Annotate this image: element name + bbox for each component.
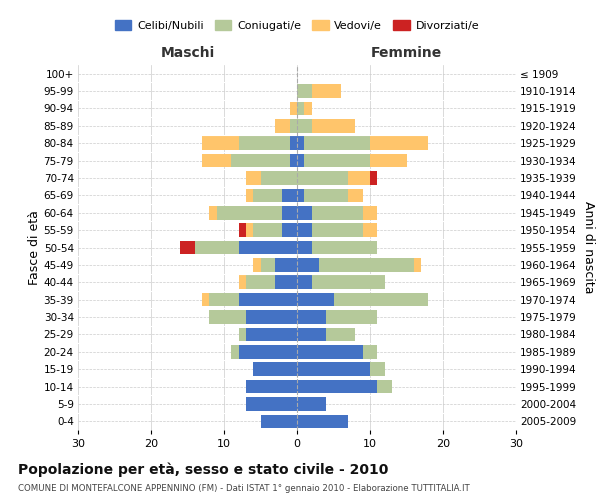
Bar <box>297 362 370 376</box>
Bar <box>209 206 217 220</box>
Bar <box>283 224 297 237</box>
Bar <box>275 258 297 272</box>
Bar <box>311 276 385 289</box>
Bar <box>304 188 348 202</box>
Bar <box>370 362 385 376</box>
Bar <box>253 258 260 272</box>
Bar <box>239 276 246 289</box>
Bar <box>311 240 377 254</box>
Bar <box>239 136 290 150</box>
Bar <box>275 119 290 132</box>
Bar <box>253 224 283 237</box>
Bar <box>232 154 290 168</box>
Bar <box>253 188 283 202</box>
Bar <box>297 276 311 289</box>
Text: Popolazione per età, sesso e stato civile - 2010: Popolazione per età, sesso e stato civil… <box>18 462 388 477</box>
Bar <box>297 310 326 324</box>
Bar <box>239 240 297 254</box>
Bar <box>297 102 304 115</box>
Bar <box>239 293 297 306</box>
Bar <box>304 136 370 150</box>
Bar <box>297 258 319 272</box>
Bar <box>311 224 363 237</box>
Bar <box>297 188 304 202</box>
Bar <box>297 414 348 428</box>
Bar <box>297 136 304 150</box>
Bar <box>217 206 283 220</box>
Bar <box>283 188 297 202</box>
Legend: Celibi/Nubili, Coniugati/e, Vedovi/e, Divorziati/e: Celibi/Nubili, Coniugati/e, Vedovi/e, Di… <box>110 16 484 36</box>
Bar <box>202 136 239 150</box>
Bar <box>297 119 311 132</box>
Bar <box>202 293 209 306</box>
Bar <box>297 293 334 306</box>
Bar <box>290 119 297 132</box>
Bar <box>246 188 253 202</box>
Bar <box>290 154 297 168</box>
Bar <box>260 258 275 272</box>
Bar <box>246 224 253 237</box>
Text: Maschi: Maschi <box>160 46 215 60</box>
Bar <box>246 171 260 185</box>
Bar <box>311 84 341 98</box>
Bar <box>239 328 246 341</box>
Bar <box>253 362 297 376</box>
Bar <box>326 310 377 324</box>
Bar <box>246 328 297 341</box>
Bar <box>297 171 348 185</box>
Bar <box>311 206 363 220</box>
Bar <box>290 102 297 115</box>
Bar <box>209 293 239 306</box>
Bar <box>297 84 311 98</box>
Bar <box>370 171 377 185</box>
Y-axis label: Fasce di età: Fasce di età <box>28 210 41 285</box>
Bar <box>246 380 297 394</box>
Y-axis label: Anni di nascita: Anni di nascita <box>583 201 595 294</box>
Bar <box>297 328 326 341</box>
Bar <box>362 345 377 358</box>
Bar <box>260 414 297 428</box>
Bar <box>297 397 326 410</box>
Bar <box>297 154 304 168</box>
Bar <box>370 154 407 168</box>
Bar <box>297 206 311 220</box>
Bar <box>362 206 377 220</box>
Bar <box>275 276 297 289</box>
Bar <box>209 310 246 324</box>
Bar <box>414 258 421 272</box>
Bar <box>297 345 362 358</box>
Bar <box>195 240 239 254</box>
Text: COMUNE DI MONTEFALCONE APPENNINO (FM) - Dati ISTAT 1° gennaio 2010 - Elaborazion: COMUNE DI MONTEFALCONE APPENNINO (FM) - … <box>18 484 470 493</box>
Bar <box>239 224 246 237</box>
Bar <box>290 136 297 150</box>
Bar <box>348 188 363 202</box>
Text: Femmine: Femmine <box>371 46 442 60</box>
Bar <box>311 119 355 132</box>
Bar <box>377 380 392 394</box>
Bar <box>304 102 311 115</box>
Bar <box>180 240 195 254</box>
Bar <box>304 154 370 168</box>
Bar <box>246 276 275 289</box>
Bar <box>297 240 311 254</box>
Bar <box>370 136 428 150</box>
Bar <box>232 345 239 358</box>
Bar <box>334 293 428 306</box>
Bar <box>283 206 297 220</box>
Bar <box>246 397 297 410</box>
Bar <box>297 224 311 237</box>
Bar <box>348 171 370 185</box>
Bar <box>202 154 232 168</box>
Bar <box>362 224 377 237</box>
Bar <box>319 258 414 272</box>
Bar <box>246 310 297 324</box>
Bar <box>239 345 297 358</box>
Bar <box>297 380 377 394</box>
Bar <box>326 328 355 341</box>
Bar <box>260 171 297 185</box>
